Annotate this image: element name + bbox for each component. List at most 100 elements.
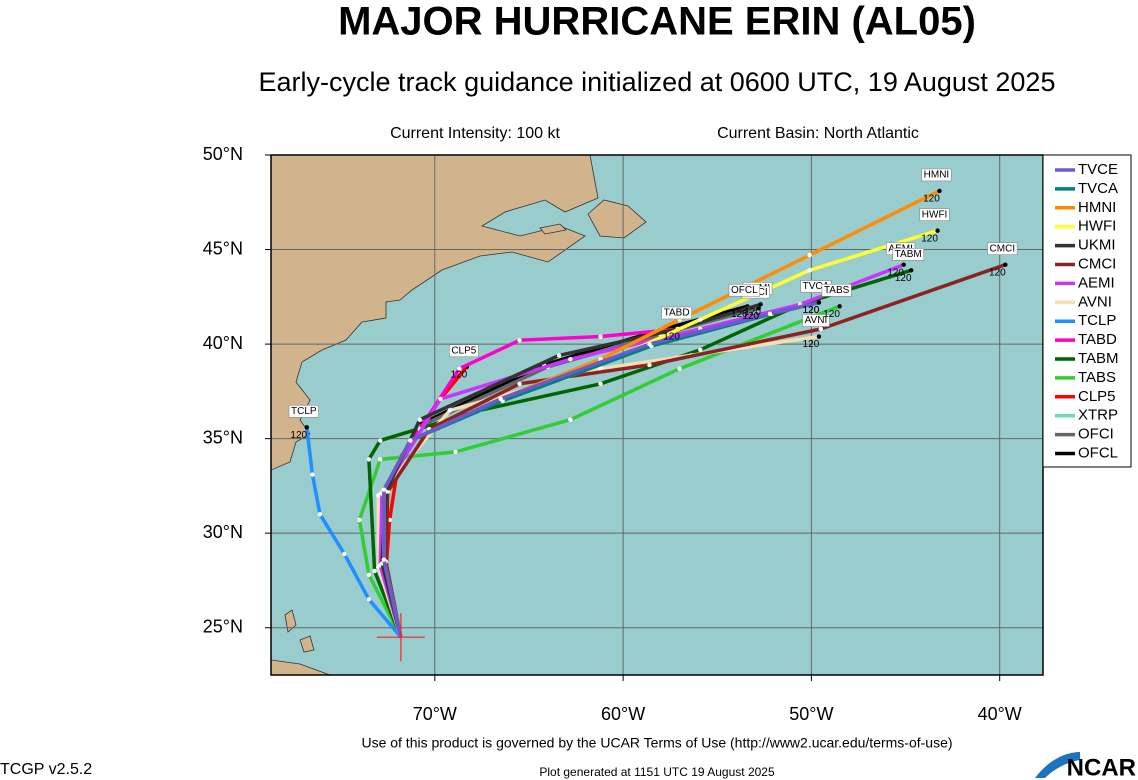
- track-label-box: [892, 248, 925, 261]
- x-tick-label: 60°W: [601, 704, 645, 724]
- legend-label: TCLP: [1078, 312, 1116, 329]
- version: TCGP v2.5.2: [0, 761, 92, 778]
- pei: [539, 223, 567, 235]
- legend-label: TABS: [1078, 369, 1116, 386]
- track-point: [378, 457, 383, 462]
- track-point: [1003, 262, 1008, 267]
- forecast-hour: 120: [663, 332, 680, 343]
- track-point: [807, 268, 812, 273]
- y-tick-label: 30°N: [203, 522, 243, 542]
- newfoundland: [587, 199, 647, 239]
- track-point: [457, 366, 462, 371]
- track-point: [317, 512, 323, 517]
- track-label-box: [728, 283, 761, 297]
- legend-label: HWFI: [1078, 218, 1116, 235]
- track-point: [366, 457, 372, 462]
- legend-label: AVNI: [1078, 293, 1112, 310]
- forecast-hour: 120: [887, 267, 904, 278]
- track-point: [357, 517, 362, 523]
- forecast-hour: 120: [823, 309, 840, 320]
- x-tick-label: 40°W: [978, 704, 1022, 724]
- track-point: [310, 472, 315, 477]
- y-tick-label: 40°N: [203, 333, 243, 353]
- logo: NCAR: [1067, 754, 1136, 780]
- track-point: [378, 438, 383, 443]
- track-point: [698, 317, 703, 322]
- legend-label: XTRP: [1078, 407, 1118, 424]
- forecast-hour: 120: [803, 305, 820, 316]
- track-label-box: [919, 208, 950, 221]
- track-label-box: [821, 283, 852, 297]
- track-point: [908, 268, 914, 273]
- forecast-hour: 120: [731, 309, 748, 320]
- track-point: [376, 493, 381, 498]
- forecast-hour: 120: [803, 305, 820, 316]
- track-point: [438, 396, 443, 402]
- track-point: [372, 568, 377, 574]
- track-point: [453, 449, 458, 455]
- legend-label: TVCA: [1078, 180, 1118, 197]
- track-label: TABS: [824, 285, 850, 296]
- track-point: [517, 381, 522, 386]
- forecast-hour: 120: [895, 273, 912, 284]
- forecast-hour: 120: [450, 369, 467, 380]
- info-basin: Current Basin: North Atlantic: [717, 125, 919, 142]
- track: [357, 304, 841, 638]
- track-point: [342, 551, 347, 557]
- y-tick-label: 50°N: [203, 144, 243, 164]
- title: MAJOR HURRICANE ERIN (AL05): [338, 0, 976, 44]
- x-tick-label: 70°W: [413, 704, 457, 724]
- track-label: HMNI: [924, 170, 950, 181]
- track-label: OFCL: [731, 285, 758, 296]
- track-point: [366, 572, 372, 577]
- north-america: [271, 155, 599, 471]
- track-label-box: [661, 306, 692, 320]
- legend-label: UKMI: [1078, 237, 1116, 254]
- y-tick-label: 25°N: [203, 616, 243, 636]
- track-point: [935, 228, 940, 233]
- track-label: TCLP: [291, 406, 317, 417]
- track-label-box: [802, 314, 830, 327]
- bahamas-2: [299, 635, 315, 653]
- track-point: [758, 302, 763, 307]
- y-tick-label: 35°N: [203, 427, 243, 447]
- track-label-box: [288, 404, 319, 418]
- track-point: [598, 334, 603, 339]
- forecast-hour: 120: [803, 339, 820, 350]
- track-point: [408, 438, 413, 443]
- info-intensity: Current Intensity: 100 kt: [390, 125, 560, 142]
- legend-label: OFCL: [1078, 444, 1118, 461]
- track-point: [818, 326, 824, 332]
- legend-label: TABM: [1078, 350, 1119, 367]
- track-label: HWFI: [922, 209, 948, 220]
- track-point: [901, 262, 906, 267]
- forecast-hour: 120: [744, 307, 761, 318]
- track-point: [677, 366, 682, 371]
- forecast-hour: 120: [921, 233, 938, 244]
- track-point: [417, 417, 422, 422]
- track-label-box: [921, 168, 952, 182]
- track-point: [647, 362, 652, 368]
- forecast-hour: 120: [989, 267, 1006, 278]
- legend-label: CLP5: [1078, 388, 1116, 405]
- logo-swoosh: [1035, 752, 1080, 778]
- track-point: [816, 334, 822, 339]
- track-point: [381, 557, 387, 562]
- forecast-hour: 120: [290, 430, 307, 441]
- track-point: [807, 253, 812, 258]
- track-point: [598, 381, 603, 386]
- track-label-box: [987, 242, 1018, 255]
- track-label: CLP5: [451, 345, 476, 356]
- track-point: [568, 417, 573, 422]
- legend-label: HMNI: [1078, 199, 1116, 216]
- track-label: TABD: [664, 308, 690, 319]
- subtitle: Early-cycle track guidance initialized a…: [259, 67, 1056, 97]
- track-point: [937, 188, 942, 194]
- track-label: AVNI: [805, 315, 828, 326]
- legend-label: TABD: [1078, 331, 1117, 348]
- legend-label: CMCI: [1078, 255, 1116, 272]
- track-point: [698, 347, 703, 352]
- track-point: [816, 300, 822, 305]
